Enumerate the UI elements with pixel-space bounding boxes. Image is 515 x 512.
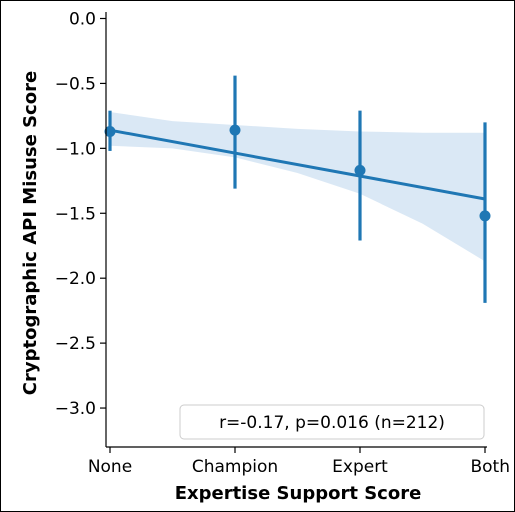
confidence-band: [110, 111, 485, 262]
data-point-2: [354, 164, 366, 176]
stats-annotation: r=-0.17, p=0.016 (n=212): [179, 404, 485, 440]
y-tick-label-6: −3.0: [55, 399, 96, 419]
data-point-1: [229, 124, 241, 136]
annotation-box: [179, 404, 485, 440]
regression-line: [109, 128, 486, 201]
annotation-text: r=-0.17, p=0.016 (n=212): [219, 413, 445, 433]
y-axis-title: Cryptographic API Misuse Score: [20, 71, 41, 395]
data-point-3: [479, 210, 491, 222]
y-tick-label-0: 0.0: [69, 9, 96, 29]
x-tick-label-0: None: [88, 457, 132, 477]
x-axis-title: Expertise Support Score: [175, 483, 422, 504]
y-tick-label-4: −2.0: [55, 269, 96, 289]
y-tick-label-2: −1.0: [55, 139, 96, 159]
x-tick-label-2: Expert: [332, 457, 388, 477]
x-tick-label-3: Both: [470, 457, 510, 477]
y-tick-label-3: −1.5: [55, 204, 96, 224]
data-point-0: [104, 125, 116, 137]
y-tick-label-5: −2.5: [55, 334, 96, 354]
y-tick-label-1: −0.5: [55, 74, 96, 94]
x-tick-label-1: Champion: [192, 457, 278, 477]
